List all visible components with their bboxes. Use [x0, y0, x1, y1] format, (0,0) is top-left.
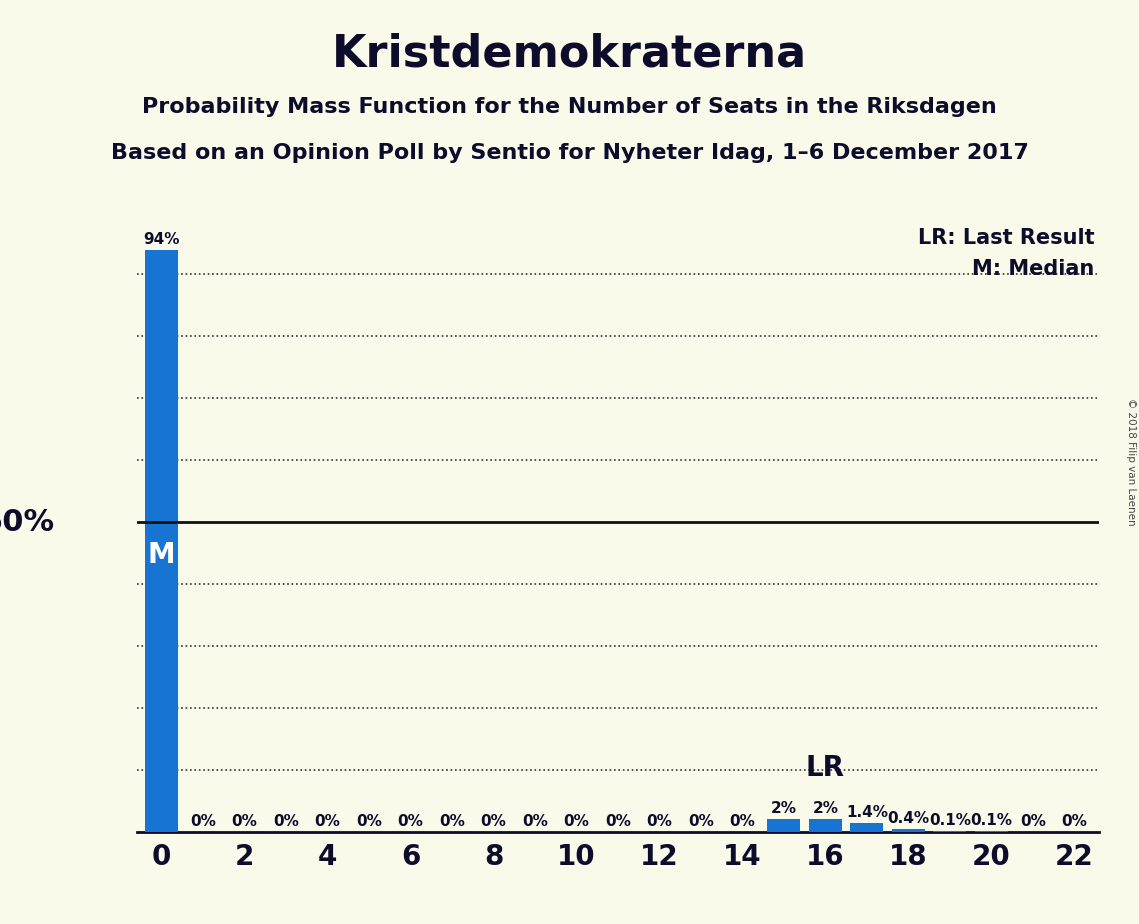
- Bar: [809, 820, 842, 832]
- Text: 2%: 2%: [812, 801, 838, 816]
- Text: LR: LR: [805, 754, 845, 782]
- Text: 50%: 50%: [0, 507, 55, 537]
- Text: 0.1%: 0.1%: [928, 813, 970, 828]
- Bar: [145, 249, 178, 832]
- Text: 0%: 0%: [273, 813, 298, 829]
- Text: 1.4%: 1.4%: [846, 805, 887, 820]
- Text: 0%: 0%: [605, 813, 631, 829]
- Text: 0%: 0%: [231, 813, 257, 829]
- Text: 0%: 0%: [190, 813, 216, 829]
- Text: 0%: 0%: [647, 813, 672, 829]
- Text: 0.4%: 0.4%: [887, 811, 929, 826]
- Bar: [892, 829, 925, 832]
- Text: 0%: 0%: [564, 813, 589, 829]
- Text: 0%: 0%: [357, 813, 382, 829]
- Bar: [850, 823, 884, 832]
- Text: Kristdemokraterna: Kristdemokraterna: [331, 32, 808, 76]
- Text: 0%: 0%: [398, 813, 424, 829]
- Text: 0%: 0%: [522, 813, 548, 829]
- Text: 0%: 0%: [729, 813, 755, 829]
- Text: 2%: 2%: [771, 801, 797, 816]
- Text: Based on an Opinion Poll by Sentio for Nyheter Idag, 1–6 December 2017: Based on an Opinion Poll by Sentio for N…: [110, 143, 1029, 164]
- Bar: [768, 820, 801, 832]
- Text: © 2018 Filip van Laenen: © 2018 Filip van Laenen: [1126, 398, 1136, 526]
- Text: 0%: 0%: [1062, 813, 1088, 829]
- Text: 0%: 0%: [1019, 813, 1046, 829]
- Text: 94%: 94%: [144, 232, 180, 247]
- Text: 0%: 0%: [439, 813, 465, 829]
- Text: M: Median: M: Median: [972, 259, 1095, 279]
- Text: 0.1%: 0.1%: [970, 813, 1013, 828]
- Text: Probability Mass Function for the Number of Seats in the Riksdagen: Probability Mass Function for the Number…: [142, 97, 997, 117]
- Text: LR: Last Result: LR: Last Result: [918, 228, 1095, 248]
- Text: 0%: 0%: [688, 813, 714, 829]
- Text: M: M: [148, 541, 175, 568]
- Text: 0%: 0%: [481, 813, 507, 829]
- Text: 0%: 0%: [314, 813, 341, 829]
